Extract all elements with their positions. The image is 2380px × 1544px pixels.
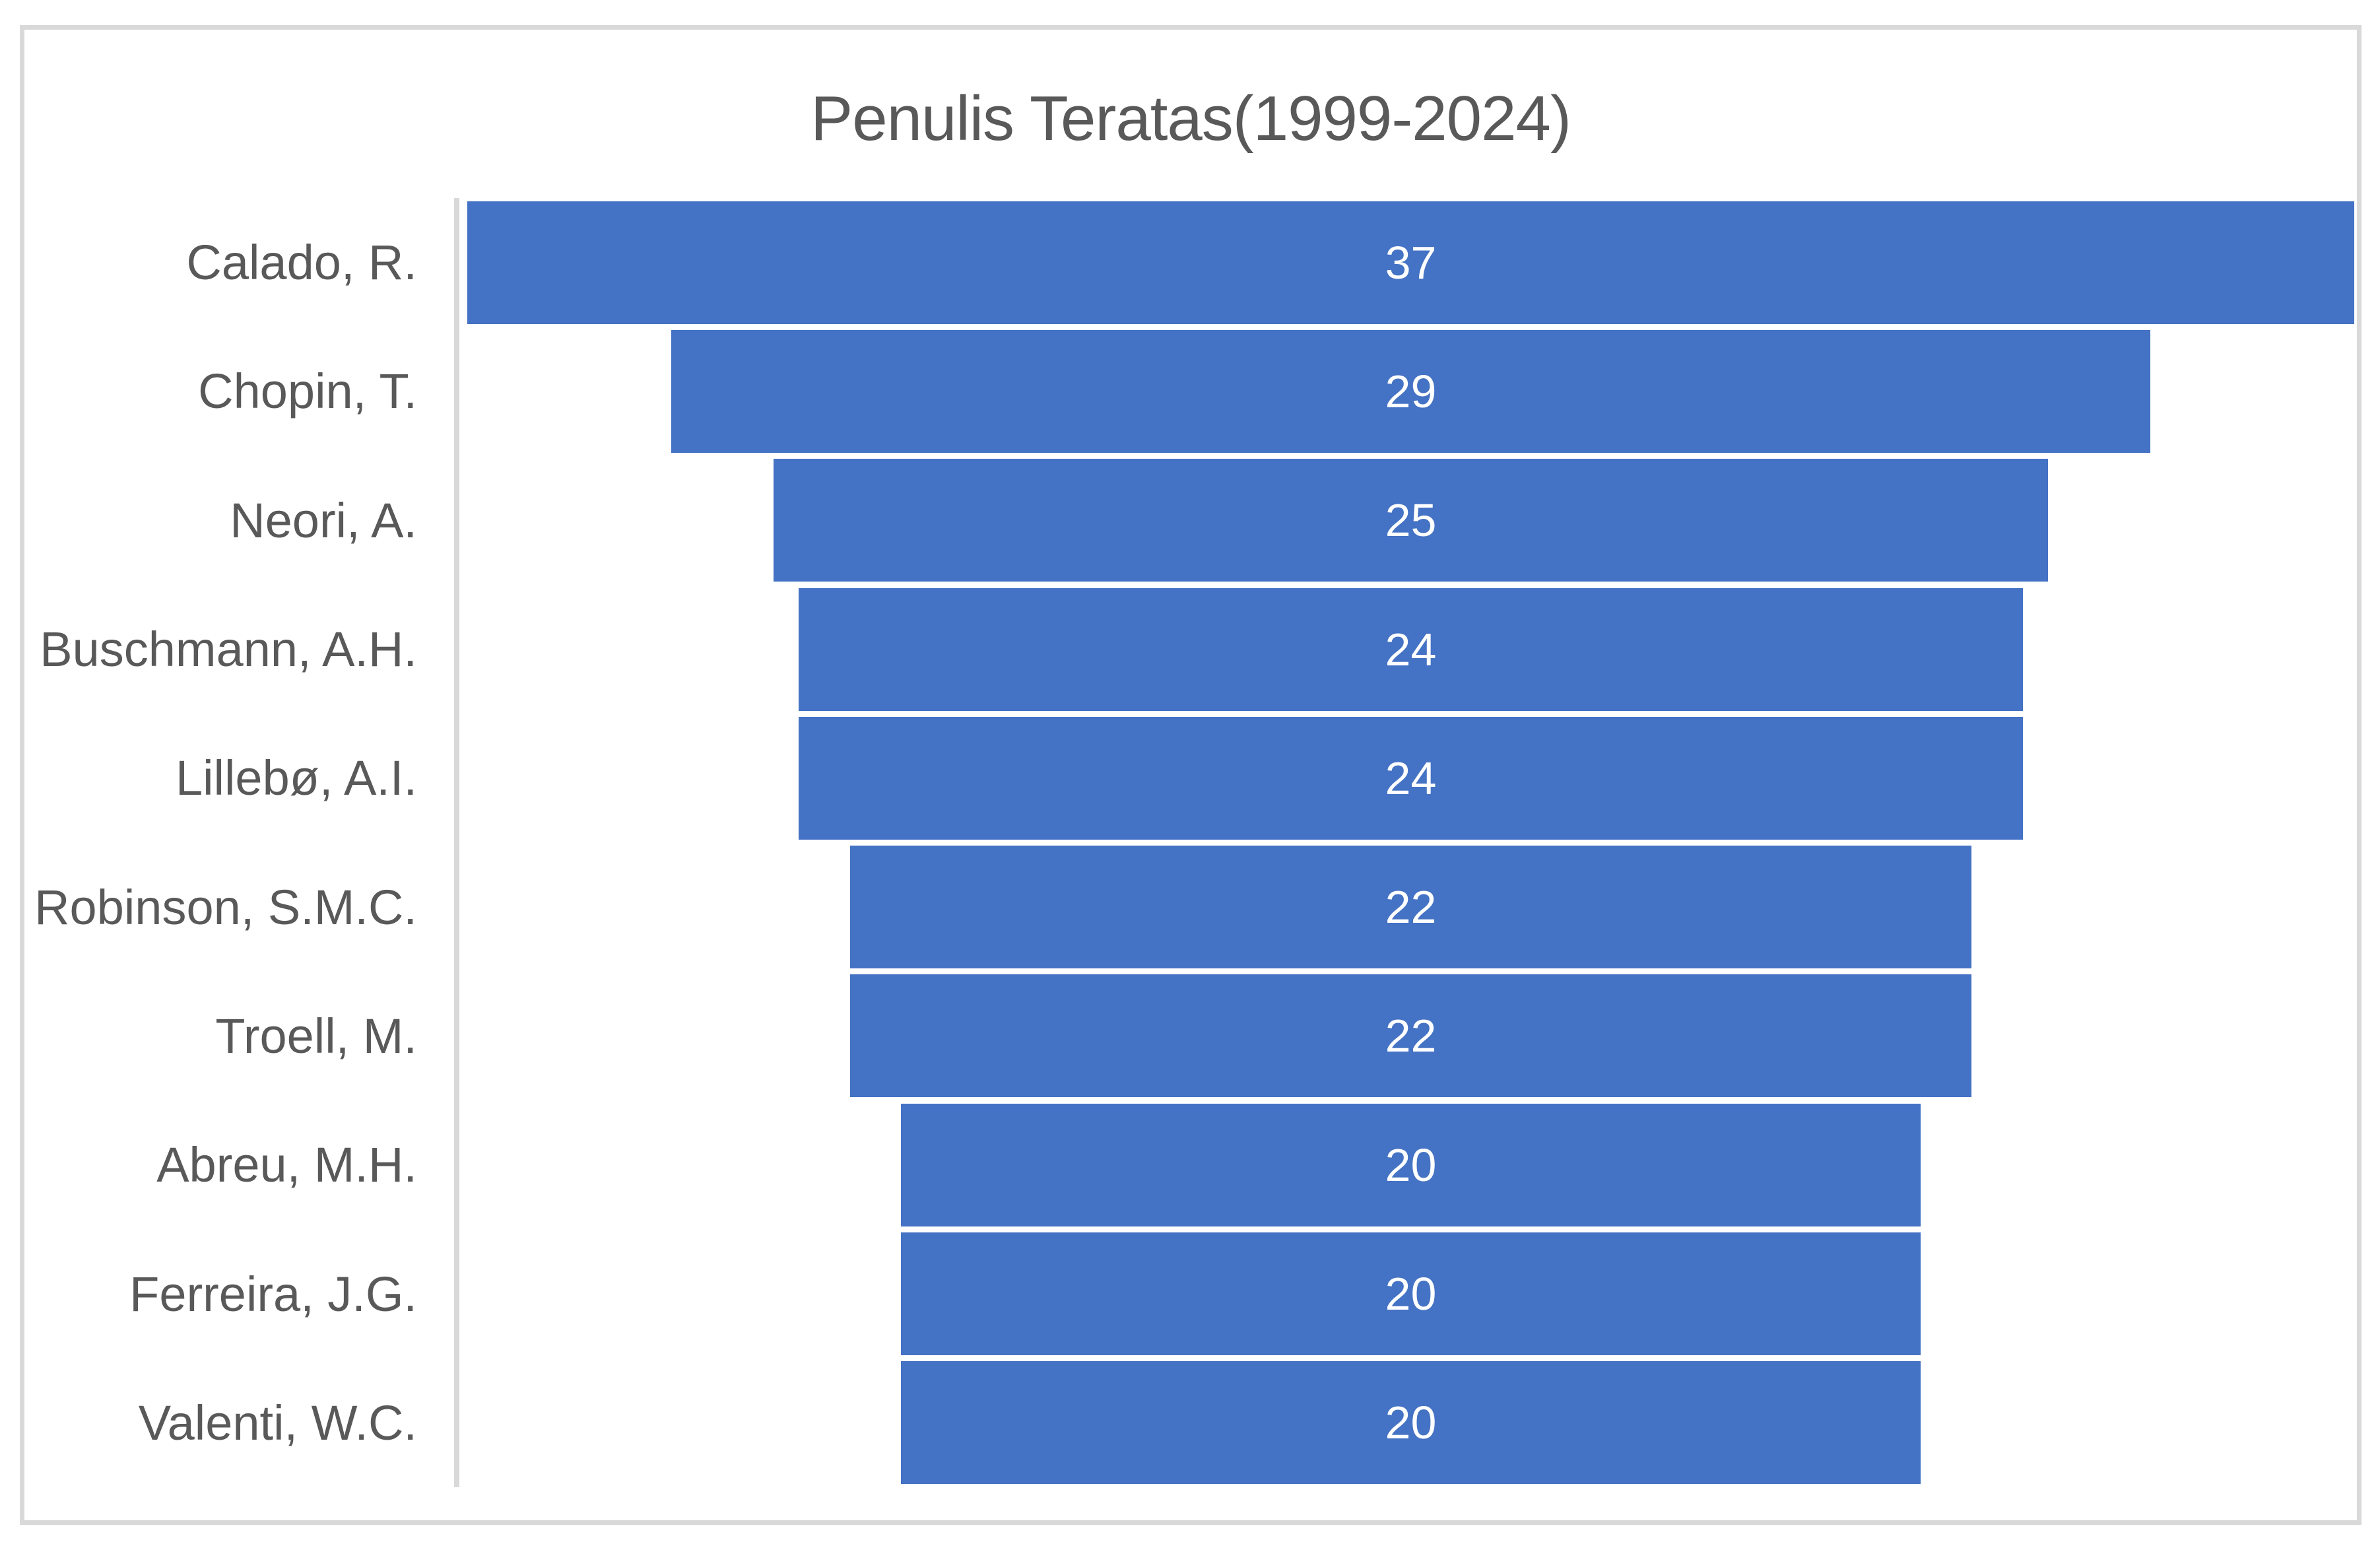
bar-value-label: 24 xyxy=(1385,623,1437,675)
funnel-row: Chopin, T. 29 xyxy=(24,327,2354,455)
category-label: Chopin, T. xyxy=(198,364,417,419)
funnel-row: Ferreira, J.G. 20 xyxy=(24,1229,2354,1358)
funnel-bar: 24 xyxy=(799,716,2023,840)
funnel-row: Valenti, W.C. 20 xyxy=(24,1359,2354,1487)
bar-value-label: 24 xyxy=(1385,752,1437,804)
bar-track: 37 xyxy=(454,198,2354,327)
funnel-bar: 22 xyxy=(849,846,1972,969)
category-label: Ferreira, J.G. xyxy=(129,1266,417,1322)
bar-value-label: 20 xyxy=(1385,1139,1437,1191)
funnel-row: Buschmann, A.H. 24 xyxy=(24,585,2354,714)
category-label: Lillebø, A.I. xyxy=(175,751,417,806)
plot-area: Calado, R. 37 Chopin, T. 29 Neori, A. 25… xyxy=(24,198,2354,1487)
funnel-row: Troell, M. 22 xyxy=(24,972,2354,1100)
chart-frame: Penulis Teratas(1999-2024) Calado, R. 37… xyxy=(20,25,2362,1525)
funnel-row: Calado, R. 37 xyxy=(24,198,2354,327)
bar-track: 22 xyxy=(454,972,2354,1100)
bar-value-label: 22 xyxy=(1385,881,1437,933)
category-label: Neori, A. xyxy=(230,492,417,548)
category-label: Troell, M. xyxy=(215,1008,417,1063)
bar-value-label: 29 xyxy=(1385,365,1437,417)
bar-value-label: 37 xyxy=(1385,236,1437,288)
category-label: Valenti, W.C. xyxy=(138,1395,417,1450)
bar-track: 24 xyxy=(454,714,2354,842)
funnel-bar: 22 xyxy=(849,974,1972,1098)
category-label: Calado, R. xyxy=(186,235,417,290)
funnel-bar: 37 xyxy=(467,201,2354,324)
bar-track: 20 xyxy=(454,1229,2354,1358)
funnel-row: Robinson, S.M.C. 22 xyxy=(24,842,2354,971)
bar-value-label: 25 xyxy=(1385,494,1437,547)
funnel-bar: 25 xyxy=(773,459,2049,582)
bar-value-label: 20 xyxy=(1385,1397,1437,1449)
funnel-bar: 29 xyxy=(671,329,2150,453)
bar-track: 24 xyxy=(454,585,2354,714)
bar-value-label: 20 xyxy=(1385,1268,1437,1320)
funnel-row: Neori, A. 25 xyxy=(24,456,2354,585)
bar-track: 20 xyxy=(454,1359,2354,1487)
funnel-row: Lillebø, A.I. 24 xyxy=(24,714,2354,842)
bar-track: 25 xyxy=(454,456,2354,585)
bar-track: 22 xyxy=(454,842,2354,971)
bar-value-label: 22 xyxy=(1385,1010,1437,1062)
funnel-row: Abreu, M.H. 20 xyxy=(24,1100,2354,1229)
funnel-bar: 20 xyxy=(900,1361,1921,1485)
category-label: Abreu, M.H. xyxy=(156,1137,417,1193)
funnel-bar: 24 xyxy=(799,587,2023,711)
category-label: Buschmann, A.H. xyxy=(40,622,417,677)
chart-title: Penulis Teratas(1999-2024) xyxy=(810,83,1571,154)
funnel-bar: 20 xyxy=(900,1232,1921,1356)
bar-track: 20 xyxy=(454,1100,2354,1229)
category-label: Robinson, S.M.C. xyxy=(34,879,417,935)
bar-track: 29 xyxy=(454,327,2354,455)
funnel-bar: 20 xyxy=(900,1103,1921,1226)
